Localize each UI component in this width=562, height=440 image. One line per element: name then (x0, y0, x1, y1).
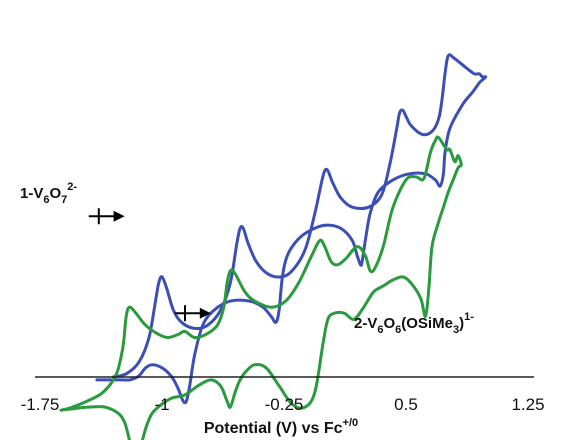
scan-direction-arrow-blue (88, 208, 125, 225)
arrows-layer (88, 208, 211, 322)
x-tick-label: -1.75 (21, 395, 60, 414)
x-tick-label: 1.25 (511, 395, 544, 414)
curves-layer (59, 53, 488, 440)
x-tick-label: -1 (154, 395, 169, 414)
x-tick-label: 0.5 (394, 395, 418, 414)
series-label-2: 2-V6O6(OSiMe3)1- (354, 311, 474, 336)
scan-direction-arrow-green (175, 305, 211, 322)
series-line-2 (59, 135, 463, 440)
x-axis-title: Potential (V) vs Fc+/0 (204, 417, 358, 437)
plot-area (59, 53, 488, 440)
x-tick-labels: -1.75 -1 -0.25 0.5 1.25 (21, 395, 545, 414)
series-label-1: 1-V6O72- (20, 181, 77, 206)
x-tick-label: -0.25 (265, 395, 304, 414)
series-line-1 (95, 53, 488, 405)
